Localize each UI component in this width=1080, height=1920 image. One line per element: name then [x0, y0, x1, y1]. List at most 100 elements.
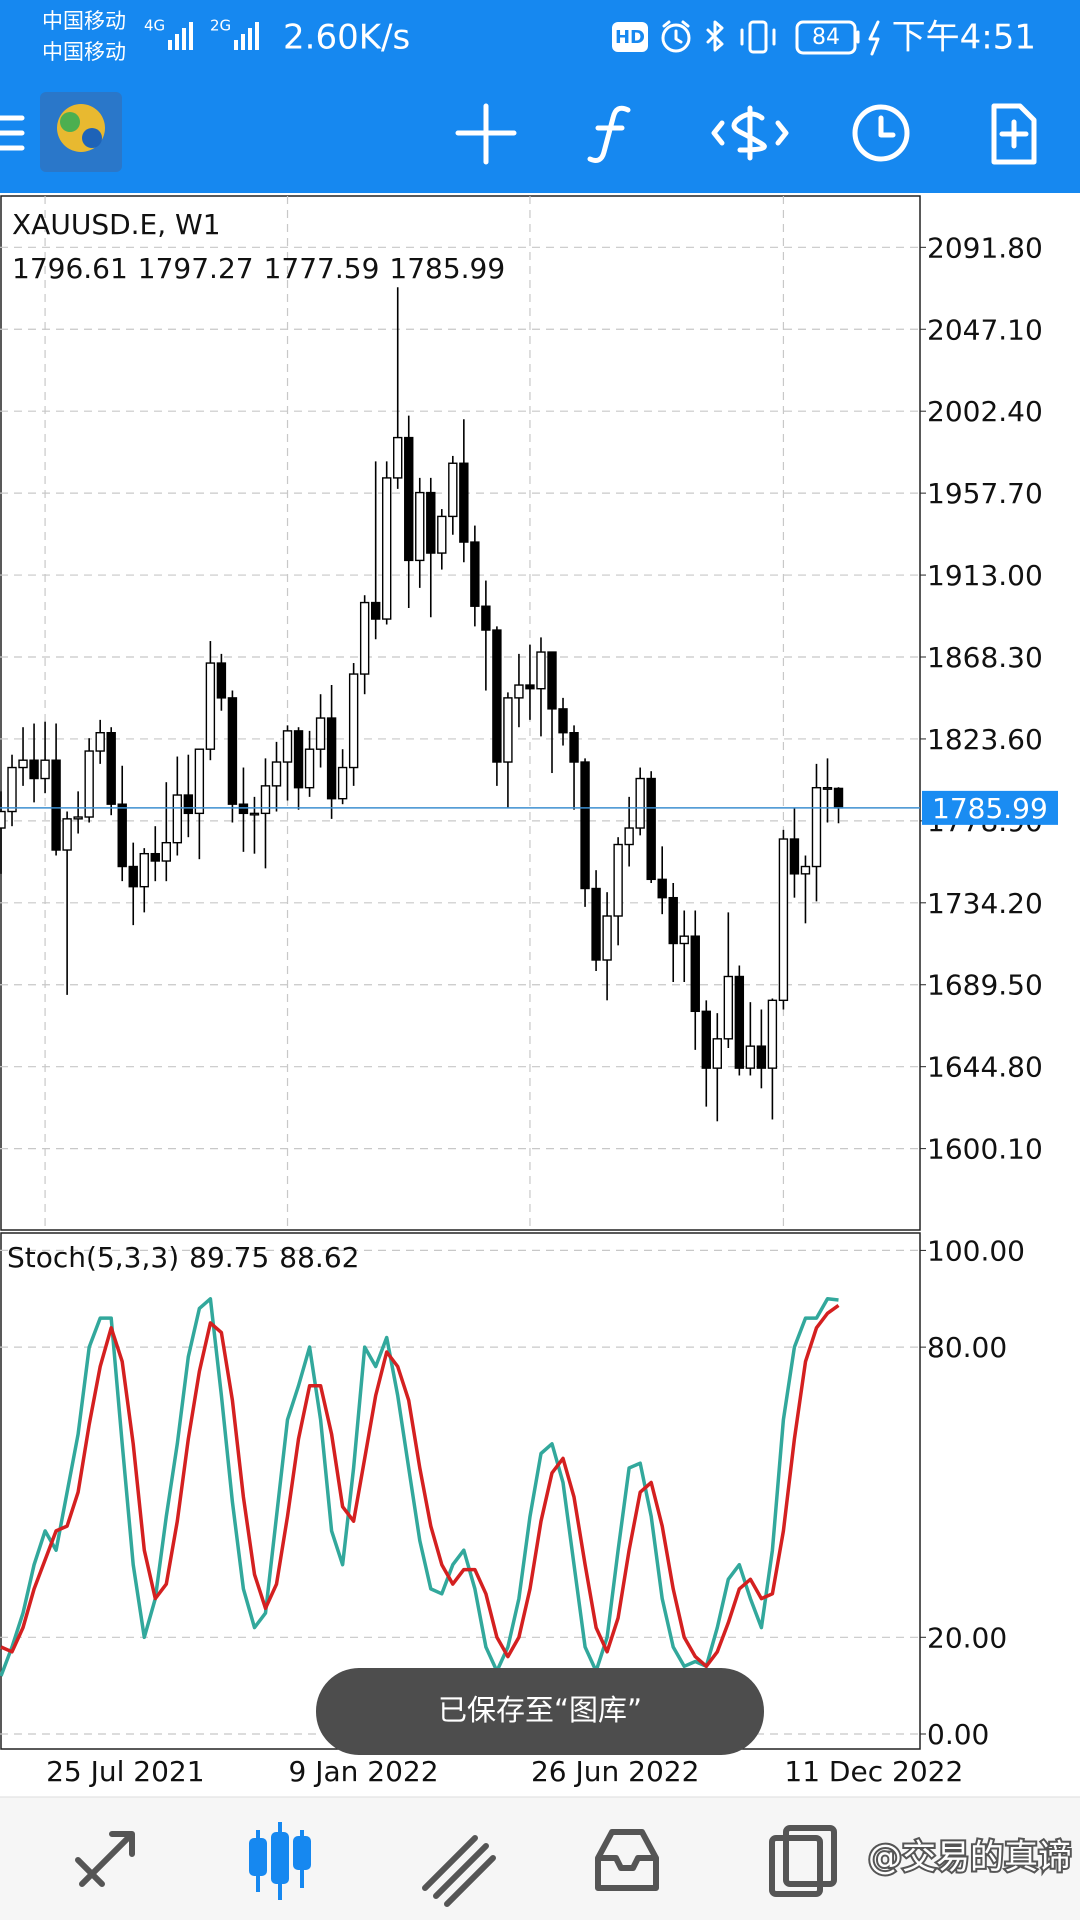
plot-frame [0, 1232, 921, 1750]
candle-body [382, 477, 392, 620]
candle-body [73, 816, 83, 820]
candle-body [756, 1045, 767, 1069]
candle-body [679, 935, 689, 945]
app-logo[interactable] [40, 92, 122, 172]
candle-body [767, 999, 778, 1069]
x-tick-label: 26 Jun 2022 [531, 1755, 699, 1788]
y-tick-label: 0.00 [927, 1718, 989, 1751]
candle-body [393, 436, 403, 479]
main-value: 89.75 [189, 1241, 269, 1274]
price-badge-label: 1785.99 [932, 792, 1048, 825]
history-tab[interactable] [595, 1829, 659, 1891]
candle-body [448, 462, 458, 518]
candle-body [161, 841, 172, 862]
candle-body [811, 786, 822, 868]
candle-body [7, 766, 17, 813]
menu-button[interactable] [0, 115, 25, 151]
status-icons [661, 20, 880, 56]
y-tick-label: 1957.70 [927, 477, 1043, 510]
bottom-nav [0, 1797, 1080, 1920]
candle-body [470, 541, 480, 607]
candle-body [613, 843, 623, 917]
toast [316, 1668, 764, 1755]
new-order-button[interactable] [991, 103, 1037, 165]
network: 2G [210, 17, 231, 35]
candle-body [503, 697, 513, 763]
candle-body [591, 887, 601, 961]
candle-body [415, 491, 425, 562]
y-tick-label: 1868.30 [927, 641, 1043, 674]
candle-body [117, 803, 127, 868]
net-speed: 2.60K/s [283, 18, 410, 58]
plot-frame [0, 195, 921, 1231]
candle-body [514, 684, 524, 699]
candle-body [293, 730, 304, 789]
signal-icons [168, 22, 259, 50]
battery-level: 84 [812, 25, 840, 50]
messages-tab[interactable] [769, 1825, 837, 1897]
candle-body [580, 761, 590, 890]
high-value: 1797.27 [138, 252, 254, 285]
trade-button[interactable] [711, 105, 789, 161]
candle-body [216, 662, 227, 699]
trade-tab[interactable] [422, 1835, 496, 1907]
candle-body [326, 717, 337, 800]
chart-title: XAUUSD.E, W1 [12, 208, 221, 241]
low-value: 1777.59 [264, 252, 380, 285]
y-tick-label: 20.00 [927, 1621, 1007, 1654]
crosshair-button[interactable] [455, 103, 517, 165]
timeframe-button[interactable] [852, 104, 910, 162]
candle-body [745, 1045, 756, 1069]
candle-body [690, 935, 700, 1013]
candle-body [18, 759, 28, 769]
y-tick-label: 1689.50 [927, 969, 1043, 1002]
candle-body [51, 759, 61, 851]
candle-body [437, 515, 447, 554]
chart-tab[interactable] [249, 1822, 311, 1900]
candle-body [646, 777, 656, 881]
candle-body [62, 818, 72, 851]
candle-body [205, 662, 216, 750]
indicators-button[interactable] [587, 105, 631, 163]
candle-body [558, 708, 568, 734]
candle-body [426, 491, 436, 554]
app-header [0, 0, 1080, 193]
candle-body [789, 838, 800, 875]
y-tick-label: 1823.60 [927, 723, 1043, 756]
x-tick-label: 9 Jan 2022 [289, 1755, 439, 1788]
candle-body [822, 786, 833, 790]
candle-body [701, 1010, 711, 1069]
y-tick-label: 1913.00 [927, 559, 1043, 592]
candle-body [536, 651, 546, 690]
y-tick-label: 2047.10 [927, 313, 1043, 346]
candle-body [404, 436, 414, 562]
candle-body [139, 852, 149, 888]
candle-body [712, 1038, 722, 1069]
candle-body [833, 787, 844, 809]
watermark: @交易的真谛 [868, 1838, 1072, 1878]
y-tick-label: 80.00 [927, 1331, 1007, 1364]
candle-body [359, 601, 370, 675]
candle-body [183, 794, 194, 815]
candle-body [459, 462, 469, 543]
x-tick-label: 25 Jul 2021 [46, 1755, 204, 1788]
candle-body [723, 975, 734, 1040]
open-value: 1796.61 [12, 252, 128, 285]
candle-body [348, 673, 359, 769]
clock: 下午4:51 [892, 18, 1036, 58]
candle-body [29, 759, 39, 780]
y-tick-label: 2002.40 [927, 395, 1043, 428]
candle-body [778, 838, 789, 1002]
network: 4G [144, 17, 165, 35]
candle-body [150, 852, 160, 862]
ohlc-readout: 1796.61 1797.27 1777.59 1785.99 [12, 252, 505, 285]
toast-text: 已保存至“图库” [438, 1693, 642, 1727]
candle-body [84, 750, 94, 818]
candle-body [315, 717, 326, 750]
candle-body [227, 697, 238, 805]
close-value: 1785.99 [389, 252, 505, 285]
candle-body [260, 785, 271, 815]
quotes-tab[interactable] [75, 1831, 135, 1887]
